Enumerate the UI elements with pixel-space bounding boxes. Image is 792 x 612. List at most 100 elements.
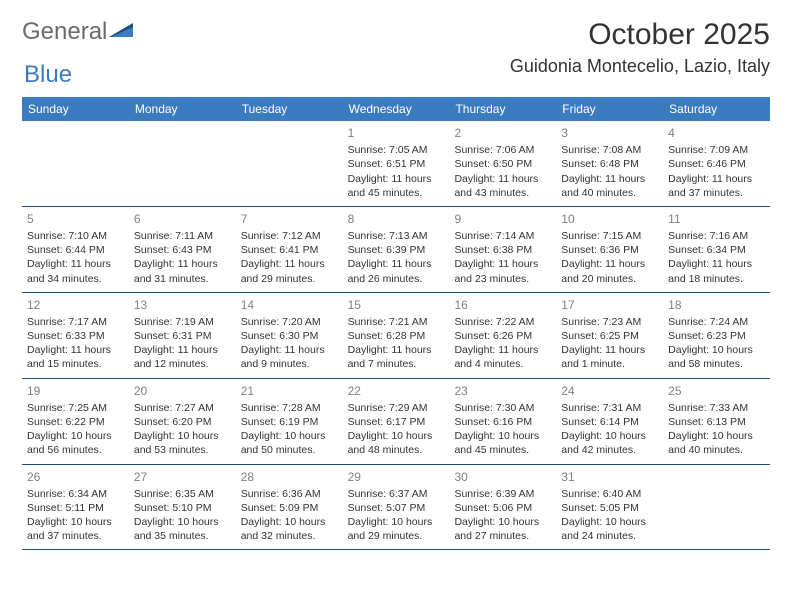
sunset-line: Sunset: 6:34 PM: [668, 243, 765, 257]
weekday-wed: Wednesday: [343, 97, 450, 121]
day-cell: [663, 465, 770, 550]
day-cell: 19Sunrise: 7:25 AMSunset: 6:22 PMDayligh…: [22, 379, 129, 464]
sunrise-line: Sunrise: 7:30 AM: [454, 401, 551, 415]
sunrise-line: Sunrise: 6:37 AM: [348, 487, 445, 501]
day-cell: 25Sunrise: 7:33 AMSunset: 6:13 PMDayligh…: [663, 379, 770, 464]
daylight-line: Daylight: 10 hours and 27 minutes.: [454, 515, 551, 543]
sunrise-line: Sunrise: 7:24 AM: [668, 315, 765, 329]
day-number: 6: [134, 211, 231, 227]
day-number: 29: [348, 469, 445, 485]
daylight-line: Daylight: 10 hours and 32 minutes.: [241, 515, 338, 543]
day-number: 11: [668, 211, 765, 227]
daylight-line: Daylight: 11 hours and 40 minutes.: [561, 172, 658, 200]
daylight-line: Daylight: 10 hours and 35 minutes.: [134, 515, 231, 543]
sunrise-line: Sunrise: 7:15 AM: [561, 229, 658, 243]
daylight-line: Daylight: 11 hours and 31 minutes.: [134, 257, 231, 285]
sunset-line: Sunset: 6:19 PM: [241, 415, 338, 429]
day-cell: [129, 121, 236, 206]
day-number: 23: [454, 383, 551, 399]
sunset-line: Sunset: 6:51 PM: [348, 157, 445, 171]
sunset-line: Sunset: 6:25 PM: [561, 329, 658, 343]
day-number: 13: [134, 297, 231, 313]
daylight-line: Daylight: 11 hours and 4 minutes.: [454, 343, 551, 371]
weekday-thu: Thursday: [449, 97, 556, 121]
day-cell: 20Sunrise: 7:27 AMSunset: 6:20 PMDayligh…: [129, 379, 236, 464]
daylight-line: Daylight: 11 hours and 12 minutes.: [134, 343, 231, 371]
sunset-line: Sunset: 5:09 PM: [241, 501, 338, 515]
day-number: 28: [241, 469, 338, 485]
sunset-line: Sunset: 5:06 PM: [454, 501, 551, 515]
sunset-line: Sunset: 6:39 PM: [348, 243, 445, 257]
daylight-line: Daylight: 11 hours and 23 minutes.: [454, 257, 551, 285]
sunrise-line: Sunrise: 6:35 AM: [134, 487, 231, 501]
sunset-line: Sunset: 5:11 PM: [27, 501, 124, 515]
calendar: Sunday Monday Tuesday Wednesday Thursday…: [22, 97, 770, 550]
sunrise-line: Sunrise: 7:31 AM: [561, 401, 658, 415]
daylight-line: Daylight: 11 hours and 45 minutes.: [348, 172, 445, 200]
day-cell: 12Sunrise: 7:17 AMSunset: 6:33 PMDayligh…: [22, 293, 129, 378]
daylight-line: Daylight: 11 hours and 7 minutes.: [348, 343, 445, 371]
week-row: 5Sunrise: 7:10 AMSunset: 6:44 PMDaylight…: [22, 207, 770, 293]
sunrise-line: Sunrise: 7:29 AM: [348, 401, 445, 415]
sunrise-line: Sunrise: 7:10 AM: [27, 229, 124, 243]
day-cell: 23Sunrise: 7:30 AMSunset: 6:16 PMDayligh…: [449, 379, 556, 464]
daylight-line: Daylight: 10 hours and 48 minutes.: [348, 429, 445, 457]
daylight-line: Daylight: 10 hours and 29 minutes.: [348, 515, 445, 543]
day-cell: 3Sunrise: 7:08 AMSunset: 6:48 PMDaylight…: [556, 121, 663, 206]
day-cell: [22, 121, 129, 206]
sunrise-line: Sunrise: 7:27 AM: [134, 401, 231, 415]
sunset-line: Sunset: 6:41 PM: [241, 243, 338, 257]
daylight-line: Daylight: 11 hours and 1 minute.: [561, 343, 658, 371]
weekday-fri: Friday: [556, 97, 663, 121]
location-title: Guidonia Montecelio, Lazio, Italy: [510, 56, 770, 77]
day-number: 14: [241, 297, 338, 313]
sunset-line: Sunset: 6:30 PM: [241, 329, 338, 343]
day-cell: 13Sunrise: 7:19 AMSunset: 6:31 PMDayligh…: [129, 293, 236, 378]
weekday-sun: Sunday: [22, 97, 129, 121]
day-number: 25: [668, 383, 765, 399]
day-number: 16: [454, 297, 551, 313]
sunrise-line: Sunrise: 7:13 AM: [348, 229, 445, 243]
sunrise-line: Sunrise: 7:11 AM: [134, 229, 231, 243]
week-row: 12Sunrise: 7:17 AMSunset: 6:33 PMDayligh…: [22, 293, 770, 379]
day-cell: 7Sunrise: 7:12 AMSunset: 6:41 PMDaylight…: [236, 207, 343, 292]
week-row: 1Sunrise: 7:05 AMSunset: 6:51 PMDaylight…: [22, 121, 770, 207]
sunset-line: Sunset: 6:43 PM: [134, 243, 231, 257]
sunrise-line: Sunrise: 7:17 AM: [27, 315, 124, 329]
sunset-line: Sunset: 5:07 PM: [348, 501, 445, 515]
daylight-line: Daylight: 10 hours and 50 minutes.: [241, 429, 338, 457]
day-cell: 30Sunrise: 6:39 AMSunset: 5:06 PMDayligh…: [449, 465, 556, 550]
day-cell: 29 Sunrise: 6:37 AMSunset: 5:07 PMDayligh…: [343, 465, 450, 550]
sunset-line: Sunset: 6:28 PM: [348, 329, 445, 343]
day-cell: 4Sunrise: 7:09 AMSunset: 6:46 PMDaylight…: [663, 121, 770, 206]
day-cell: 17Sunrise: 7:23 AMSunset: 6:25 PMDayligh…: [556, 293, 663, 378]
day-cell: 27Sunrise: 6:35 AMSunset: 5:10 PMDayligh…: [129, 465, 236, 550]
sunrise-line: Sunrise: 7:09 AM: [668, 143, 765, 157]
sunset-line: Sunset: 6:22 PM: [27, 415, 124, 429]
sunset-line: Sunset: 6:17 PM: [348, 415, 445, 429]
weekday-mon: Monday: [129, 97, 236, 121]
sunset-line: Sunset: 6:16 PM: [454, 415, 551, 429]
sunrise-line: Sunrise: 7:20 AM: [241, 315, 338, 329]
daylight-line: Daylight: 11 hours and 43 minutes.: [454, 172, 551, 200]
day-number: 18: [668, 297, 765, 313]
day-cell: 31Sunrise: 6:40 AMSunset: 5:05 PMDayligh…: [556, 465, 663, 550]
day-cell: 11Sunrise: 7:16 AMSunset: 6:34 PMDayligh…: [663, 207, 770, 292]
sunset-line: Sunset: 6:46 PM: [668, 157, 765, 171]
day-cell: 28Sunrise: 6:36 AMSunset: 5:09 PMDayligh…: [236, 465, 343, 550]
day-cell: 1Sunrise: 7:05 AMSunset: 6:51 PMDaylight…: [343, 121, 450, 206]
day-cell: 6 Sunrise: 7:11 AMSunset: 6:43 PMDaylight…: [129, 207, 236, 292]
day-number: 17: [561, 297, 658, 313]
weekday-sat: Saturday: [663, 97, 770, 121]
weekday-header-row: Sunday Monday Tuesday Wednesday Thursday…: [22, 97, 770, 121]
sunset-line: Sunset: 6:33 PM: [27, 329, 124, 343]
day-number: 27: [134, 469, 231, 485]
day-cell: 5Sunrise: 7:10 AMSunset: 6:44 PMDaylight…: [22, 207, 129, 292]
daylight-line: Daylight: 10 hours and 58 minutes.: [668, 343, 765, 371]
day-cell: 21Sunrise: 7:28 AMSunset: 6:19 PMDayligh…: [236, 379, 343, 464]
sunset-line: Sunset: 6:23 PM: [668, 329, 765, 343]
sunset-line: Sunset: 6:50 PM: [454, 157, 551, 171]
day-number: 8: [348, 211, 445, 227]
day-number: 2: [454, 125, 551, 141]
day-cell: 22Sunrise: 7:29 AMSunset: 6:17 PMDayligh…: [343, 379, 450, 464]
